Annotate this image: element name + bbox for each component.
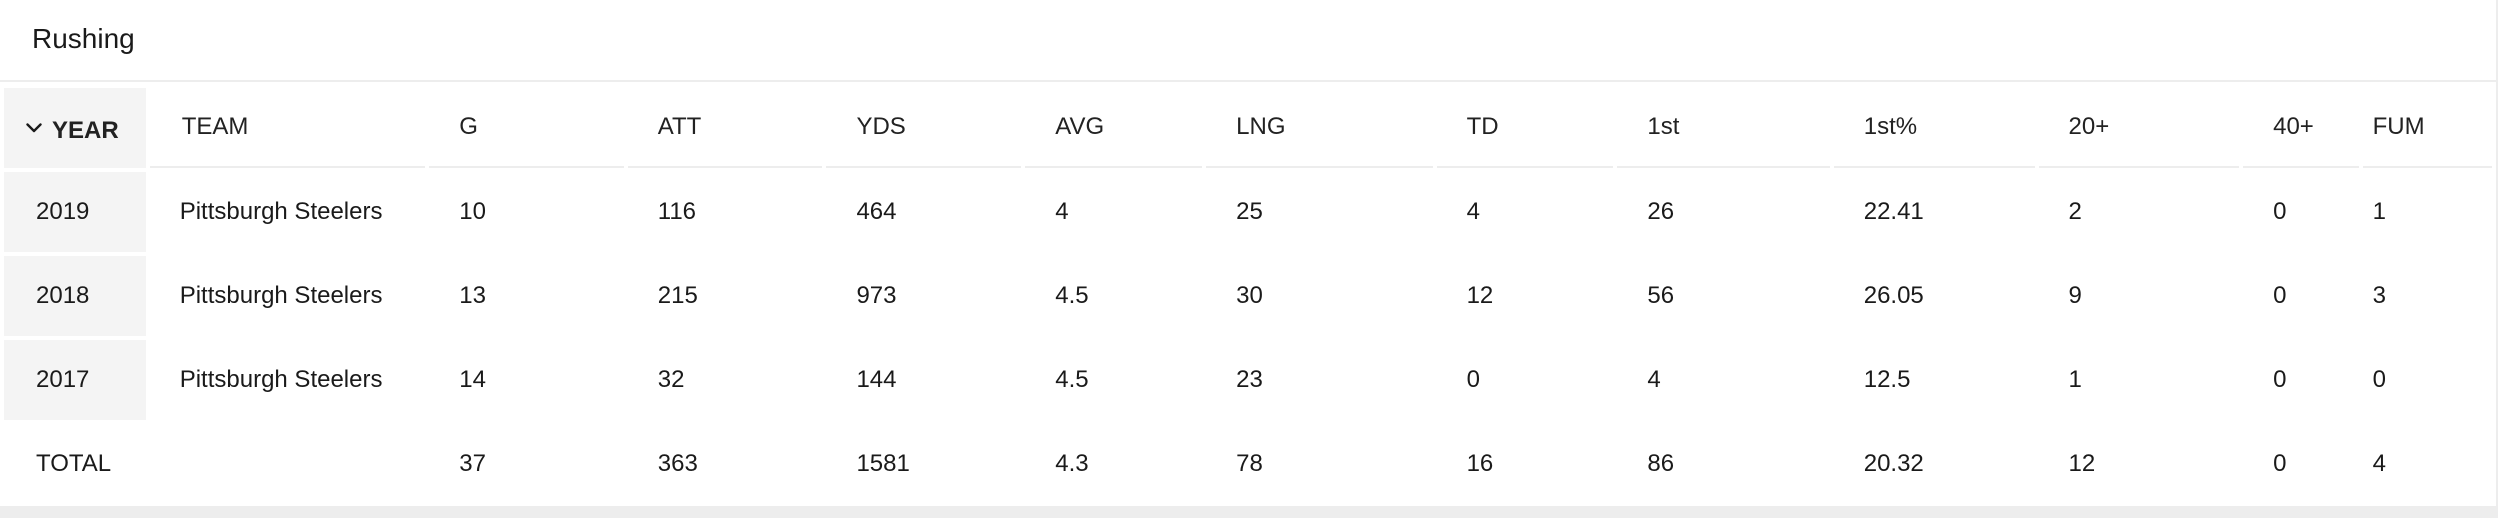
table-row: 2018 Pittsburgh Steelers 13 215 973 4.5 …: [4, 256, 2492, 336]
row-first-pct: 22.41: [1863, 198, 1924, 225]
first-downs-column-header[interactable]: 1st: [1617, 88, 1830, 168]
fum-column-header[interactable]: FUM: [2362, 88, 2492, 168]
row-lng: 23: [1236, 366, 1263, 393]
row-first-pct: 12.5: [1863, 366, 1911, 393]
total-first: 86: [1647, 450, 1675, 477]
section-title: Rushing: [32, 23, 135, 54]
table-row: 2017 Pittsburgh Steelers 14 32 144 4.5 2…: [4, 340, 2492, 420]
row-att: 32: [657, 366, 685, 393]
row-td: 0: [1466, 366, 1480, 393]
row-yds: 144: [856, 366, 897, 393]
total-yds: 1581: [856, 450, 910, 477]
total-twenty-plus: 12: [2068, 450, 2096, 477]
row-g: 10: [459, 198, 486, 225]
g-column-header[interactable]: G: [429, 88, 624, 168]
total-att: 363: [657, 450, 698, 477]
row-team: Pittsburgh Steelers: [179, 366, 383, 393]
total-lng: 78: [1236, 450, 1263, 477]
horizontal-scrollbar[interactable]: [0, 506, 2498, 518]
avg-column-header[interactable]: AVG: [1025, 88, 1203, 168]
row-twenty-plus: 1: [2068, 366, 2082, 393]
row-team: Pittsburgh Steelers: [179, 198, 383, 225]
att-column-header[interactable]: ATT: [627, 88, 823, 168]
row-td: 12: [1466, 282, 1494, 309]
row-yds: 973: [856, 282, 897, 309]
row-lng: 30: [1236, 282, 1263, 309]
total-team: [150, 424, 426, 504]
total-label: TOTAL: [4, 424, 146, 504]
total-row: TOTAL 37 363 1581 4.3 78 16 86 20.32 12 …: [4, 424, 2492, 504]
chevron-down-icon: [26, 122, 42, 132]
row-g: 14: [459, 366, 486, 393]
rushing-stats-table: YEAR TEAM G ATT YDS AVG LNG TD 1st 1st% …: [0, 84, 2496, 508]
row-g: 13: [459, 282, 486, 309]
row-avg: 4: [1055, 198, 1069, 225]
row-avg: 4.5: [1055, 366, 1089, 393]
year-sort-button[interactable]: YEAR: [26, 117, 119, 145]
lng-column-header[interactable]: LNG: [1206, 88, 1433, 168]
row-year: 2018: [4, 256, 146, 336]
row-lng: 25: [1236, 198, 1263, 225]
header-row: YEAR TEAM G ATT YDS AVG LNG TD 1st 1st% …: [4, 88, 2492, 168]
row-fum: 1: [2372, 198, 2386, 225]
row-twenty-plus: 9: [2068, 282, 2082, 309]
row-avg: 4.5: [1055, 282, 1089, 309]
row-fum: 0: [2372, 366, 2386, 393]
total-forty-plus: 0: [2273, 450, 2287, 477]
row-forty-plus: 0: [2273, 366, 2287, 393]
total-fum: 4: [2372, 450, 2386, 477]
forty-plus-column-header[interactable]: 40+: [2243, 88, 2359, 168]
total-first-pct: 20.32: [1863, 450, 1924, 477]
total-avg: 4.3: [1055, 450, 1089, 477]
row-forty-plus: 0: [2273, 198, 2287, 225]
year-header-label: YEAR: [52, 116, 119, 144]
year-column-header[interactable]: YEAR: [4, 88, 146, 168]
row-team: Pittsburgh Steelers: [179, 282, 383, 309]
row-year: 2019: [4, 172, 146, 252]
td-column-header[interactable]: TD: [1436, 88, 1614, 168]
title-divider: [0, 80, 2496, 82]
team-column-header[interactable]: TEAM: [149, 88, 426, 168]
twenty-plus-column-header[interactable]: 20+: [2038, 88, 2240, 168]
yds-column-header[interactable]: YDS: [826, 88, 1022, 168]
row-twenty-plus: 2: [2068, 198, 2082, 225]
row-att: 215: [657, 282, 698, 309]
row-att: 116: [657, 198, 697, 225]
row-td: 4: [1466, 198, 1480, 225]
total-g: 37: [459, 450, 486, 477]
row-forty-plus: 0: [2273, 282, 2287, 309]
row-first-pct: 26.05: [1863, 282, 1924, 309]
total-td: 16: [1466, 450, 1494, 477]
row-first: 26: [1647, 198, 1675, 225]
row-first: 4: [1647, 366, 1661, 393]
row-fum: 3: [2372, 282, 2386, 309]
row-year: 2017: [4, 340, 146, 420]
row-yds: 464: [856, 198, 897, 225]
table-row: 2019 Pittsburgh Steelers 10 116 464 4 25…: [4, 172, 2492, 252]
first-down-pct-column-header[interactable]: 1st%: [1833, 88, 2035, 168]
row-first: 56: [1647, 282, 1675, 309]
